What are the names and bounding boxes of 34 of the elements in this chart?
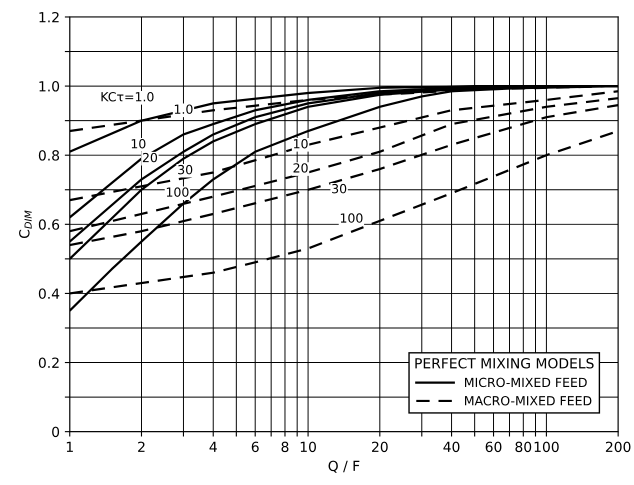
- annotation: 20: [294, 163, 308, 173]
- x-tick-label: 100: [534, 442, 559, 452]
- x-tick-label: 60: [486, 442, 502, 452]
- y-tick-label: 0.2: [38, 358, 59, 368]
- x-tick-label: 2: [138, 442, 145, 452]
- x-tick-label: 20: [372, 442, 388, 452]
- y-tick-label: 0.8: [38, 150, 60, 161]
- y-tick-label: 1.2: [39, 12, 59, 22]
- y-tick-label: 0: [52, 426, 60, 438]
- x-tick-label: 80: [515, 442, 532, 452]
- y-tick-label: 1.0: [39, 81, 60, 92]
- annotation: 20: [142, 152, 158, 162]
- y-tick-label: 0.4: [38, 288, 60, 299]
- legend-label: MACRO-MIXED FEED: [465, 396, 592, 406]
- annotation: 1.0: [174, 104, 193, 114]
- x-tick-label: 1: [66, 442, 73, 452]
- y-axis-title: C$_{DIM}$: [19, 210, 32, 238]
- annotation: 100: [340, 213, 363, 223]
- x-axis-title: Q / F: [328, 460, 360, 473]
- x-tick-label: 10: [300, 442, 316, 452]
- annotation: 10: [294, 139, 308, 148]
- annotation: 30: [332, 184, 346, 194]
- annotation: 30: [178, 164, 192, 174]
- x-tick-label: 4: [209, 442, 217, 452]
- y-tick-label: 0.6: [38, 219, 60, 230]
- legend-title: PERFECT MIXING MODELS: [415, 358, 594, 369]
- x-tick-label: 200: [606, 442, 630, 452]
- annotation: KCτ=1.0: [101, 92, 154, 102]
- x-tick-label: 40: [443, 442, 460, 452]
- annotation: 10: [132, 139, 146, 148]
- annotation: 100: [166, 187, 189, 197]
- legend-label: MICRO-MIXED FEED: [465, 378, 587, 388]
- x-tick-label: 8: [282, 442, 288, 452]
- x-tick-label: 6: [252, 442, 259, 452]
